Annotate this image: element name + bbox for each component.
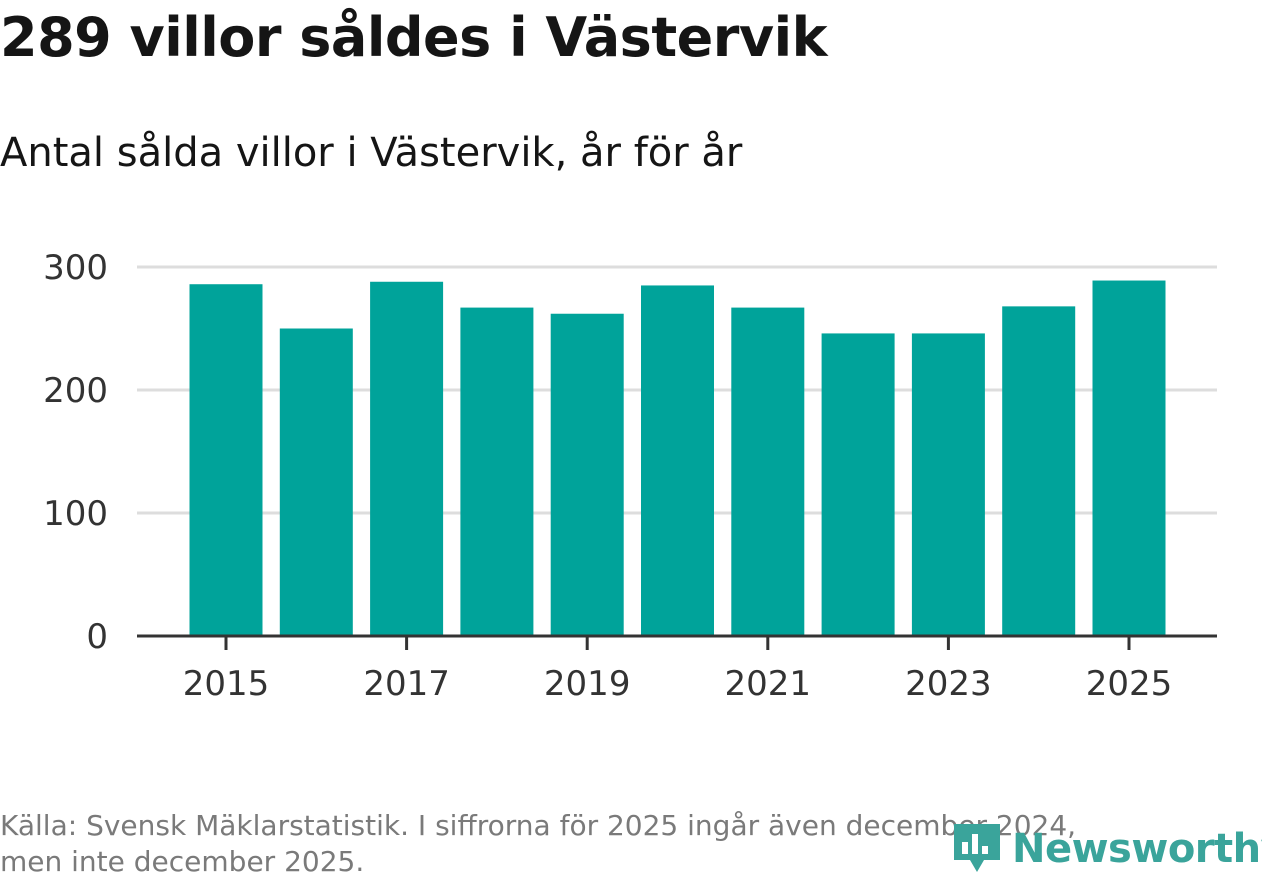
source-line-1: Källa: Svensk Mäklarstatistik. I siffror… (0, 809, 1077, 842)
y-tick-label: 100 (43, 494, 108, 534)
x-tick-label: 2017 (363, 664, 450, 704)
y-tick-label: 0 (86, 617, 108, 657)
bar-2018 (460, 307, 534, 636)
bar-2016 (279, 328, 353, 636)
bar-2017 (370, 281, 444, 636)
y-tick-label: 200 (43, 371, 108, 411)
bar-2024 (1002, 306, 1076, 636)
newsworthy-logo: Newsworthy (950, 820, 1262, 878)
bar-2019 (550, 313, 624, 636)
chart-title: 289 villor såldes i Västervik (0, 6, 828, 69)
x-tick-label: 2025 (1086, 664, 1173, 704)
bar-2015 (189, 284, 263, 636)
y-tick-label: 300 (43, 248, 108, 288)
chart-subtitle: Antal sålda villor i Västervik, år för å… (0, 130, 743, 176)
bar-2021 (731, 307, 805, 636)
x-tick-label: 2015 (183, 664, 270, 704)
x-axis: 2015 2017 2019 2021 2023 2025 (137, 634, 1217, 704)
newsworthy-chart-pin-icon (950, 820, 1004, 878)
bar-2020 (641, 285, 714, 636)
x-tick-label: 2019 (544, 664, 631, 704)
source-line-2: men inte december 2025. (0, 845, 365, 878)
brand-name: Newsworthy (1012, 826, 1262, 872)
x-tick-label: 2021 (725, 664, 812, 704)
source-note: Källa: Svensk Mäklarstatistik. I siffror… (0, 808, 1200, 880)
x-tick-label: 2023 (905, 664, 992, 704)
bar-2023 (911, 333, 985, 636)
y-axis-ticks: 0 100 200 300 (43, 248, 108, 657)
bars (189, 280, 1166, 636)
bar-2025 (1092, 280, 1166, 636)
bar-2022 (821, 333, 895, 636)
